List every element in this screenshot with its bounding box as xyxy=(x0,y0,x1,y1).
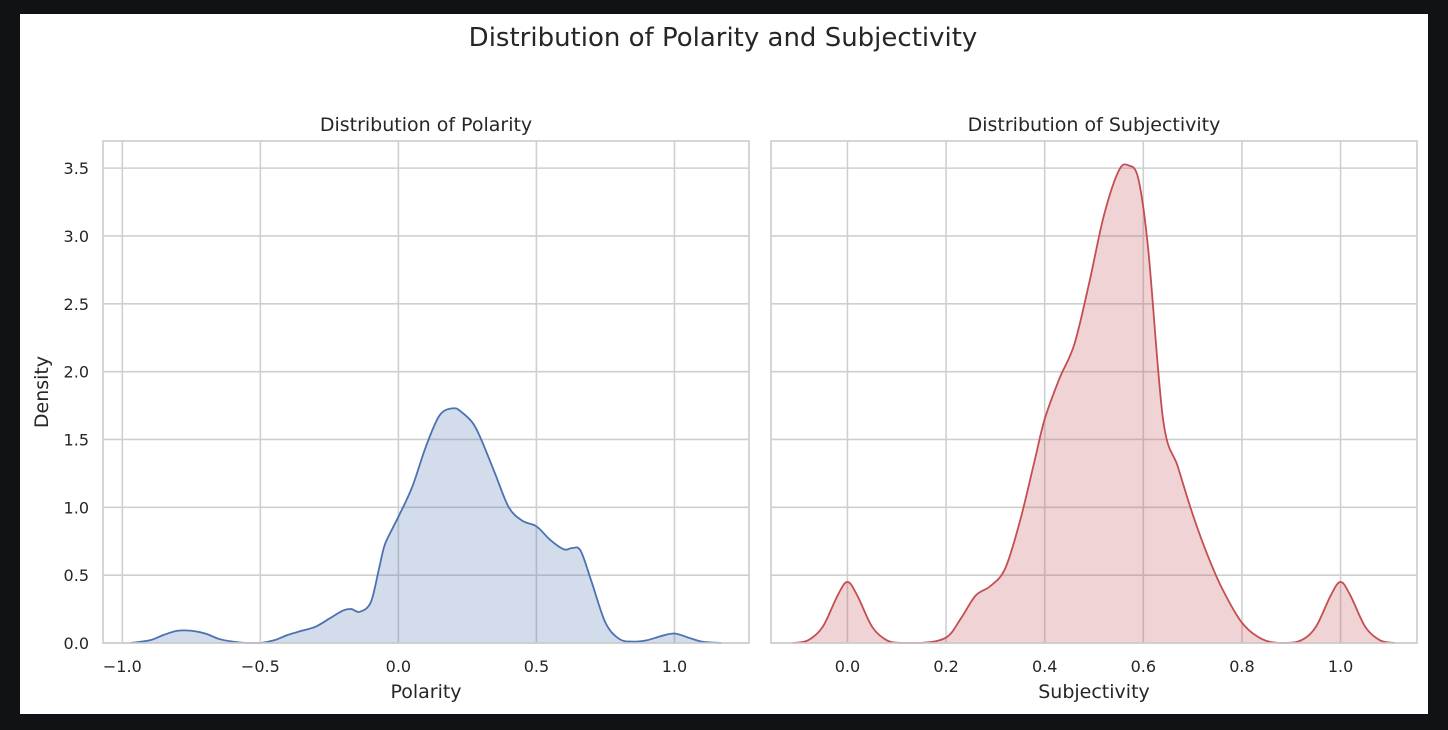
polarity-x-tick-label: 0.5 xyxy=(524,657,549,676)
subjectivity-kde-fill xyxy=(793,164,1395,643)
polarity-y-tick-label: 1.0 xyxy=(64,498,89,517)
polarity-y-tick-label: 2.5 xyxy=(64,295,89,314)
polarity-y-tick-label: 3.5 xyxy=(64,159,89,178)
subjectivity-axes-title: Distribution of Subjectivity xyxy=(968,114,1221,136)
figure-canvas: Distribution of Polarity and Subjectivit… xyxy=(31,23,1418,703)
polarity-x-tick-label: 1.0 xyxy=(662,657,687,676)
subjectivity-kde-line xyxy=(793,163,1395,644)
subjectivity-x-tick-label: 0.8 xyxy=(1229,657,1254,676)
subjectivity-x-tick-label: 0.2 xyxy=(933,657,958,676)
polarity-x-tick-label: −1.0 xyxy=(103,657,142,676)
subjectivity-x-tick-label: 0.0 xyxy=(835,657,860,676)
subjectivity-x-tick-label: 0.4 xyxy=(1032,657,1057,676)
subjectivity-frame xyxy=(770,140,1418,644)
polarity-y-tick-label: 0.0 xyxy=(64,634,89,653)
subjectivity-x-ticks: 0.0 0.2 0.4 0.6 0.8 1.0 xyxy=(835,657,1354,676)
polarity-x-tick-label: −0.5 xyxy=(241,657,280,676)
polarity-axes-title: Distribution of Polarity xyxy=(320,114,532,136)
polarity-y-tick-label: 1.5 xyxy=(64,430,89,449)
subjectivity-x-axis-label: Subjectivity xyxy=(1038,681,1150,703)
polarity-y-ticks: 0.0 0.5 1.0 1.5 2.0 2.5 3.0 3.5 xyxy=(64,159,89,653)
subjectivity-x-tick-label: 0.6 xyxy=(1131,657,1156,676)
density-y-axis-label: Density xyxy=(31,356,53,428)
subjectivity-axes: 0.0 0.2 0.4 0.6 0.8 1.0 Distribution of Subje… xyxy=(770,114,1418,703)
polarity-x-ticks: −1.0 −0.5 0.0 0.5 1.0 xyxy=(103,657,687,676)
polarity-kde-fill xyxy=(130,408,722,643)
figure: Distribution of Polarity and Subjectivit… xyxy=(20,14,1428,714)
polarity-y-tick-label: 2.0 xyxy=(64,363,89,382)
polarity-axes: −1.0 −0.5 0.0 0.5 1.0 0.0 0.5 1.0 1.5 2.0 2.5 3.0 3… xyxy=(31,114,750,703)
polarity-y-tick-label: 3.0 xyxy=(64,227,89,246)
subjectivity-x-tick-label: 1.0 xyxy=(1328,657,1353,676)
polarity-y-tick-label: 0.5 xyxy=(64,566,89,585)
polarity-frame xyxy=(102,140,750,644)
polarity-x-tick-label: 0.0 xyxy=(386,657,411,676)
figure-title: Distribution of Polarity and Subjectivit… xyxy=(469,23,978,53)
polarity-x-axis-label: Polarity xyxy=(390,681,461,703)
